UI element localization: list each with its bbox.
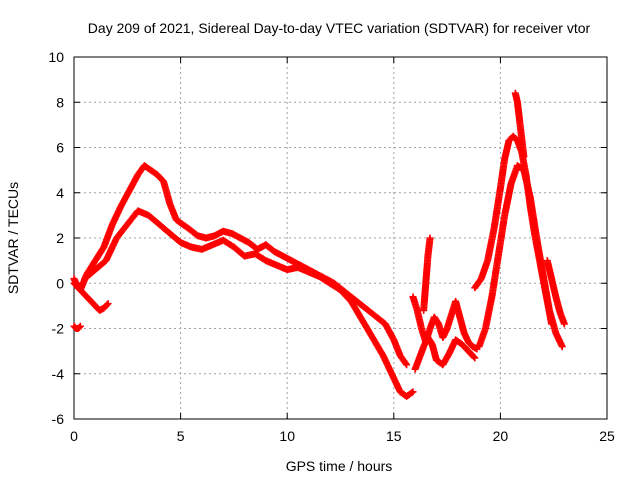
y-tick-label: 4 [56,185,64,201]
x-tick-label: 0 [70,428,78,444]
y-tick-label: 8 [56,94,64,110]
data-point-marker [402,359,410,367]
series-trace-main-lower [81,207,417,400]
x-tick-label: 10 [279,428,295,444]
data-layer [70,89,568,400]
data-point-marker [103,301,111,309]
series-trace-evening-peak-lower [475,162,566,351]
y-tick-label: 2 [56,230,64,246]
x-axis-label: GPS time / hours [286,458,393,474]
x-tick-label: 25 [599,428,615,444]
data-point-marker [520,153,528,161]
y-tick-label: -4 [52,366,65,382]
data-point-marker [76,322,84,330]
y-tick-label: 10 [48,49,64,65]
series-trace-afternoon-a [409,293,481,353]
x-tick-label: 15 [386,428,402,444]
series-trace-afternoon-spike [420,234,434,314]
series-trace-morning-dip [70,275,112,314]
series-trace-main-upper [70,162,411,369]
y-tick-label: -2 [52,321,65,337]
data-point-marker [408,389,416,397]
x-tick-label: 5 [177,428,185,444]
data-point-marker [470,353,478,361]
data-point-marker [560,320,568,328]
data-point-marker [75,323,83,331]
series-trace-late-segment [543,257,568,328]
x-tick-label: 20 [493,428,509,444]
axis-layer: 0 5 10 15 20 25 -6 -4 -2 0 2 4 6 8 10 [48,49,615,444]
data-point-marker [104,300,112,308]
series-trace-evening-spike [511,89,528,161]
data-point-marker [558,343,566,351]
y-axis-label: SDTVAR / TECUs [5,182,21,294]
data-point-marker [409,388,417,396]
grid-layer [74,57,607,419]
series-trace-early-cluster [70,322,84,332]
data-point-marker [471,354,479,362]
data-point-marker [426,234,434,242]
y-tick-label: -6 [52,411,65,427]
data-point-marker [403,361,411,369]
chart-title: Day 209 of 2021, Sidereal Day-to-day VTE… [88,20,591,36]
series-trace-afternoon-b [411,334,479,373]
y-tick-label: 6 [56,140,64,156]
y-tick-label: 0 [56,275,64,291]
